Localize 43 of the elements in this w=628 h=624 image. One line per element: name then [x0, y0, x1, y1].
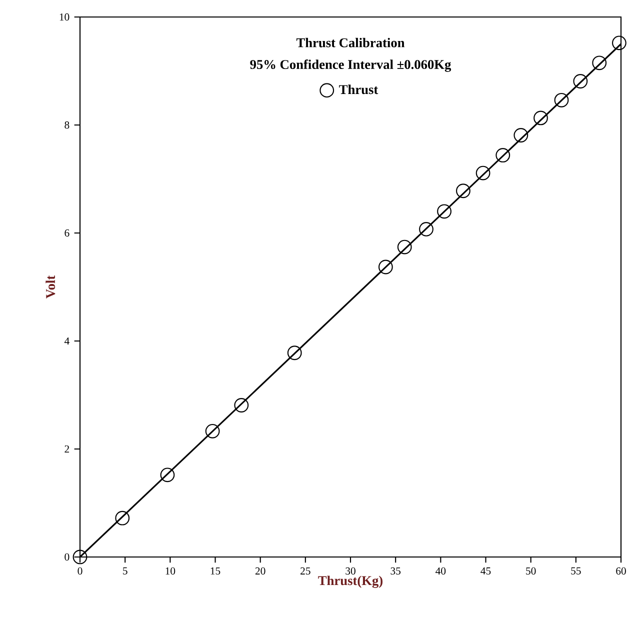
point [534, 110, 548, 126]
point [592, 56, 607, 70]
point [378, 260, 393, 274]
text: Thrust Calibration [296, 38, 405, 48]
point [72, 550, 88, 564]
text: 95% Confidence Interval ±0.060Kg [250, 60, 452, 72]
x-tick-label: 15 [210, 567, 220, 575]
point [234, 398, 249, 412]
point [205, 424, 220, 438]
y-tick-label: 4 [64, 337, 70, 344]
point [115, 510, 130, 526]
x-tick-label: 40 [436, 567, 446, 575]
point [514, 128, 528, 142]
point [456, 184, 470, 198]
y-tick-label: 6 [64, 229, 70, 237]
x-tick-label: 20 [255, 567, 266, 575]
point [287, 346, 302, 360]
x-tick-label: 5 [123, 567, 128, 574]
x-axis-title: Thrust(Kg) [318, 576, 382, 588]
y-axis-title: Volt [46, 275, 56, 298]
point [160, 468, 175, 482]
x-tick-label: 30 [346, 567, 356, 575]
point [419, 222, 434, 236]
y-tick-label: 10 [60, 13, 70, 21]
x-tick-label: 35 [390, 567, 400, 575]
point [476, 166, 490, 180]
x-tick-label: 50 [526, 567, 536, 575]
x-tick-label: 55 [571, 567, 581, 574]
point [554, 92, 569, 108]
x-tick-label: 0 [78, 567, 82, 575]
point [496, 148, 510, 162]
x-tick-label: 60 [616, 567, 626, 575]
point [437, 204, 452, 219]
legend-label: Thrust [339, 84, 378, 94]
point [397, 240, 412, 254]
y-tick-label: 2 [64, 445, 70, 453]
y-tick-label: 8 [64, 121, 70, 129]
x-tick-label: 25 [300, 567, 310, 575]
point [612, 36, 626, 50]
y-tick-label: 0 [64, 553, 70, 561]
x-tick-label: 10 [166, 567, 176, 575]
point [573, 74, 588, 88]
x-tick-label: 45 [480, 567, 491, 575]
